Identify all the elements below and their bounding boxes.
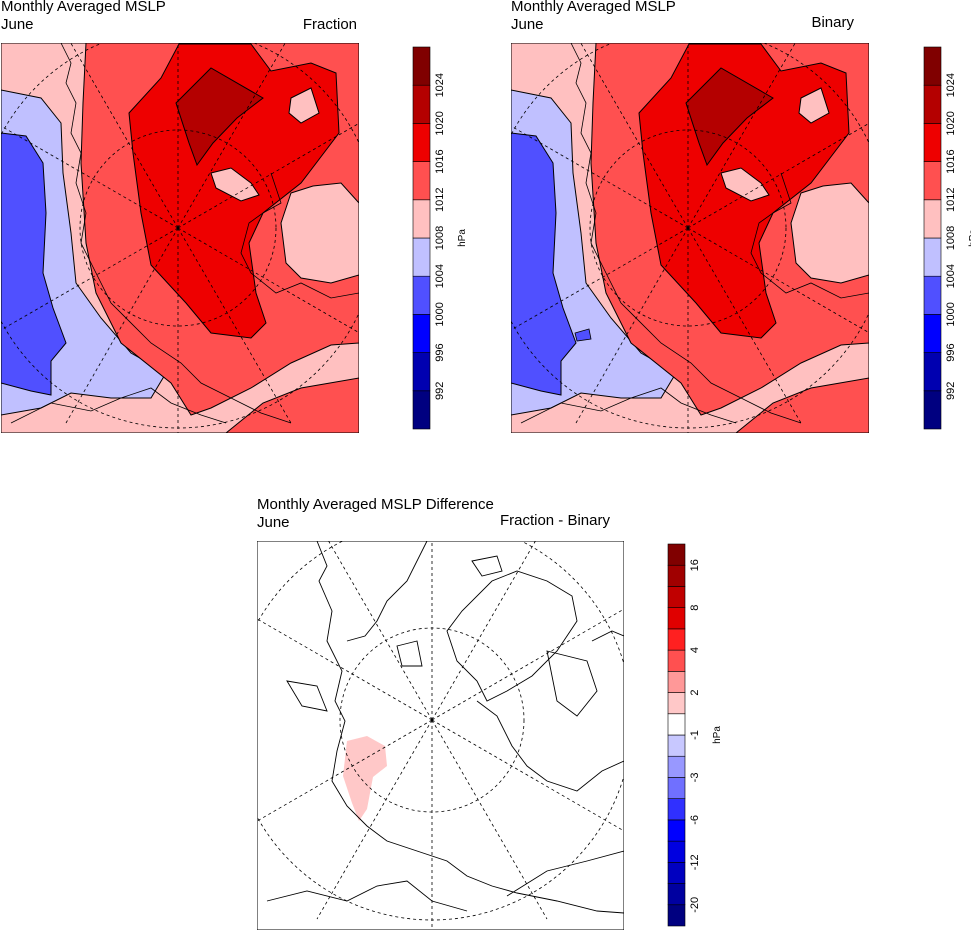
colorbar-tick-label: 1008: [945, 226, 957, 250]
colorbar-tick-label: 1012: [434, 188, 446, 212]
panel3-subtitle: June: [257, 514, 290, 531]
colorbar-box: [412, 199, 431, 239]
colorbar-box: [412, 390, 431, 430]
colorbar-box: [412, 314, 431, 353]
colorbar-box: [667, 713, 686, 736]
colorbar-box: [667, 543, 686, 566]
colorbar-units: hPa: [968, 229, 971, 247]
difference-positive-area: [343, 736, 387, 821]
colorbar-box: [923, 46, 942, 86]
colorbar-binary: 992 996 1000 1004 1008 1012 1016 1020 1024 hPa: [923, 46, 971, 430]
colorbar-tick-label: 8: [689, 605, 701, 611]
panel3-title: Monthly Averaged MSLP Difference: [257, 496, 494, 513]
colorbar-box: [412, 237, 431, 277]
colorbar-box: [667, 628, 686, 651]
colorbar-box: [923, 199, 942, 239]
panel1-title: Monthly Averaged MSLP: [1, 0, 166, 15]
colorbar-box: [667, 671, 686, 693]
colorbar-box: [667, 777, 686, 799]
colorbar-box: [667, 649, 686, 672]
colorbar-tick-label: 996: [945, 343, 957, 361]
colorbar-box: [923, 123, 942, 162]
colorbar-tick-label: 1020: [945, 111, 957, 135]
colorbar-box: [667, 904, 686, 927]
colorbar-units: hPa: [457, 229, 468, 247]
colorbar-box: [412, 275, 431, 315]
colorbar-box: [412, 352, 431, 392]
colorbar-box: [667, 607, 686, 630]
colorbar-box: [667, 819, 686, 842]
colorbar-box: [923, 84, 942, 124]
colorbar-tick-label: -12: [689, 854, 701, 870]
map-binary: [511, 43, 869, 433]
colorbar-tick-label: 1016: [945, 149, 957, 173]
colorbar-box: [667, 692, 686, 715]
colorbar-tick-label: 1024: [434, 73, 446, 97]
colorbar-box: [667, 862, 686, 884]
colorbar-tick-label: -6: [689, 815, 701, 825]
colorbar-box: [667, 840, 686, 863]
colorbar-units: hPa: [712, 726, 723, 744]
colorbar-tick-label: 992: [434, 382, 446, 400]
colorbar-tick-label: 1016: [434, 149, 446, 173]
colorbar-box: [667, 564, 686, 587]
colorbar-box: [412, 46, 431, 86]
colorbar-tick-label: -1: [689, 730, 701, 740]
panel1-subtitle: June: [1, 16, 34, 33]
panel2-subtitle: June: [511, 16, 544, 33]
colorbar-tick-label: 1020: [434, 111, 446, 135]
colorbar-tick-label: 996: [434, 343, 446, 361]
colorbar-tick-label: 2: [689, 689, 701, 695]
low-pressure-patch: [574, 328, 592, 342]
colorbar-tick-label: 1004: [434, 264, 446, 288]
colorbar-box: [923, 237, 942, 277]
colorbar-tick-label: 1000: [434, 302, 446, 326]
colorbar-tick-label: -20: [689, 897, 701, 913]
colorbar-tick-label: 1008: [434, 226, 446, 250]
colorbar-box: [923, 390, 942, 430]
colorbar-tick-label: 1012: [945, 188, 957, 212]
panel2-right-label: Binary: [811, 14, 854, 31]
colorbar-box: [667, 586, 686, 608]
colorbar-box: [667, 734, 686, 757]
panel2-title: Monthly Averaged MSLP: [511, 0, 676, 15]
colorbar-box: [412, 123, 431, 162]
colorbar-box: [923, 275, 942, 315]
colorbar-box: [667, 798, 686, 821]
map-difference: [257, 541, 624, 930]
colorbar-box: [923, 161, 942, 201]
colorbar-tick-label: 16: [689, 559, 701, 571]
map-fraction: [1, 43, 359, 433]
panel3-right-label: Fraction - Binary: [499, 512, 610, 529]
colorbar-tick-label: 1000: [945, 302, 957, 326]
colorbar-box: [412, 161, 431, 201]
panel1-right-label: Fraction: [302, 16, 357, 33]
colorbar-box: [667, 883, 686, 906]
colorbar-tick-label: 1004: [945, 264, 957, 288]
colorbar-box: [923, 352, 942, 392]
colorbar-tick-label: 992: [945, 382, 957, 400]
colorbar-tick-label: 4: [689, 647, 701, 653]
colorbar-tick-label: 1024: [945, 73, 957, 97]
colorbar-box: [412, 84, 431, 124]
colorbar-fraction: 992 996 1000 1004 1008 1012 1016 1020 1024 hPa: [412, 46, 468, 430]
colorbar-box: [923, 314, 942, 353]
colorbar-box: [667, 755, 686, 778]
colorbar-tick-label: -3: [689, 773, 701, 783]
